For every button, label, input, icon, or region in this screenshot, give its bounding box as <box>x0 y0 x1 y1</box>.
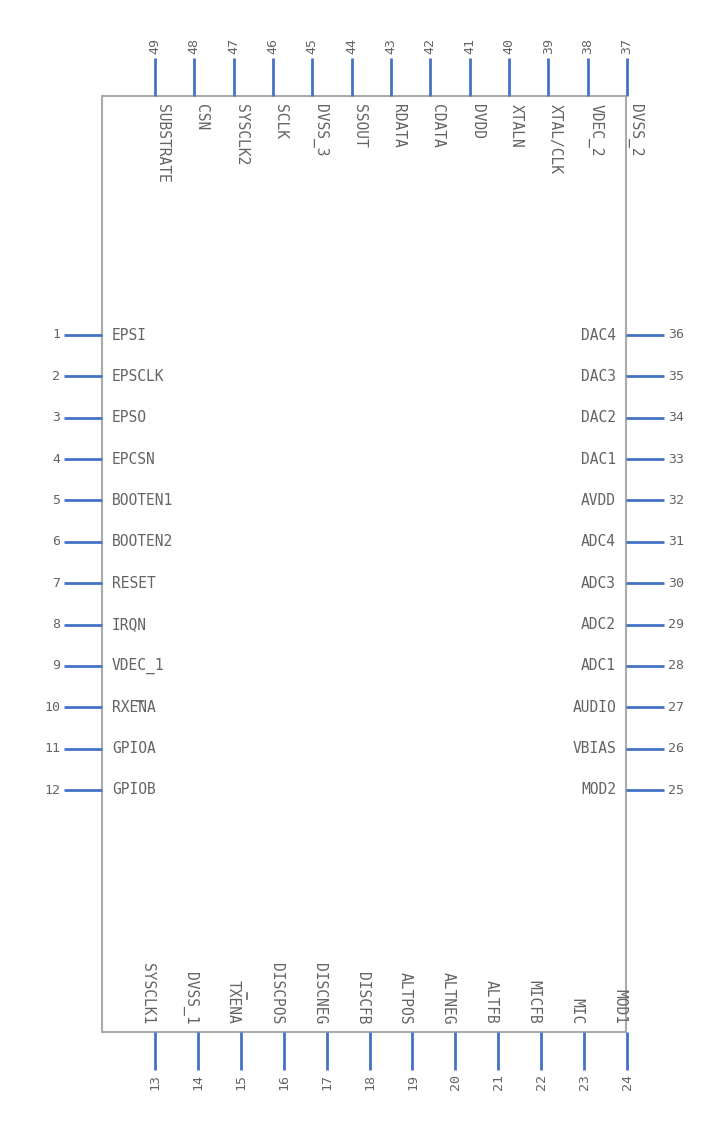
Text: MOD2: MOD2 <box>581 783 616 797</box>
Text: AVDD: AVDD <box>581 493 616 508</box>
Text: 30: 30 <box>668 576 684 590</box>
Text: MOD1: MOD1 <box>612 989 627 1024</box>
Text: 10: 10 <box>44 700 60 714</box>
Text: 25: 25 <box>668 784 684 796</box>
Text: 1: 1 <box>52 328 60 342</box>
Text: 43: 43 <box>384 38 397 54</box>
Text: 47: 47 <box>227 38 240 54</box>
Text: MIC: MIC <box>569 998 584 1024</box>
Text: 5: 5 <box>52 494 60 506</box>
Text: 44: 44 <box>345 38 358 54</box>
Text: ALTPOS: ALTPOS <box>397 971 413 1024</box>
Text: 18: 18 <box>363 1074 376 1090</box>
Text: 2: 2 <box>52 370 60 382</box>
Text: RESET: RESET <box>112 575 156 591</box>
Text: 6: 6 <box>52 536 60 548</box>
Text: 32: 32 <box>668 494 684 506</box>
Text: 13: 13 <box>149 1074 162 1090</box>
Text: 24: 24 <box>620 1074 633 1090</box>
Text: GPIOB: GPIOB <box>112 783 156 797</box>
Text: ADC3: ADC3 <box>581 575 616 591</box>
Text: EPSO: EPSO <box>112 411 147 425</box>
Text: 49: 49 <box>149 38 162 54</box>
Text: 14: 14 <box>191 1074 205 1090</box>
Text: ADC2: ADC2 <box>581 617 616 632</box>
Text: 23: 23 <box>577 1074 590 1090</box>
Text: SCLK: SCLK <box>273 104 288 139</box>
Text: EPSCLK: EPSCLK <box>112 369 165 384</box>
Text: 19: 19 <box>406 1074 419 1090</box>
Text: 26: 26 <box>668 742 684 755</box>
Text: DAC1: DAC1 <box>581 451 616 467</box>
Text: SYSCLK1: SYSCLK1 <box>140 963 155 1024</box>
Text: MICFB: MICFB <box>526 980 541 1024</box>
Text: 21: 21 <box>492 1074 505 1090</box>
Text: 41: 41 <box>463 38 476 54</box>
Text: ALTNEG: ALTNEG <box>440 971 455 1024</box>
Text: 12: 12 <box>44 784 60 796</box>
Text: 11: 11 <box>44 742 60 755</box>
Text: 40: 40 <box>502 38 515 54</box>
Text: SUBSTRATE: SUBSTRATE <box>155 104 170 183</box>
Text: 16: 16 <box>277 1074 290 1090</box>
Text: 4: 4 <box>52 452 60 466</box>
Text: 34: 34 <box>668 412 684 424</box>
Text: 27: 27 <box>668 700 684 714</box>
Text: XTALN: XTALN <box>509 104 524 148</box>
Text: DVSS_2: DVSS_2 <box>627 104 644 157</box>
Text: EPCSN: EPCSN <box>112 451 156 467</box>
Text: IRQN: IRQN <box>112 617 147 632</box>
Text: SYSCLK2: SYSCLK2 <box>234 104 249 165</box>
Text: VDEC_2: VDEC_2 <box>587 104 604 157</box>
Text: ADC4: ADC4 <box>581 535 616 549</box>
Text: DVSS_3: DVSS_3 <box>312 104 328 157</box>
Text: BOOTEN1: BOOTEN1 <box>112 493 173 508</box>
Text: 31: 31 <box>668 536 684 548</box>
Text: 22: 22 <box>534 1074 547 1090</box>
Text: XTAL/CLK: XTAL/CLK <box>548 104 563 174</box>
Text: 39: 39 <box>542 38 555 54</box>
Text: 20: 20 <box>449 1074 462 1090</box>
Text: ALTFB: ALTFB <box>483 980 498 1024</box>
Text: RXENA: RXENA <box>112 699 156 715</box>
Text: 42: 42 <box>424 38 437 54</box>
Bar <box>102 96 626 1032</box>
Text: BOOTEN2: BOOTEN2 <box>112 535 173 549</box>
Text: SSOUT: SSOUT <box>352 104 367 148</box>
Text: EPSI: EPSI <box>112 327 147 343</box>
Text: DISCNEG: DISCNEG <box>312 963 327 1024</box>
Text: 28: 28 <box>668 660 684 672</box>
Text: 3: 3 <box>52 412 60 424</box>
Text: AUDIO: AUDIO <box>572 699 616 715</box>
Text: 33: 33 <box>668 452 684 466</box>
Text: DVDD: DVDD <box>470 104 485 139</box>
Text: DISCFB: DISCFB <box>355 971 370 1024</box>
Text: 46: 46 <box>266 38 280 54</box>
Text: 37: 37 <box>620 38 633 54</box>
Text: 48: 48 <box>188 38 201 54</box>
Text: 29: 29 <box>668 618 684 631</box>
Text: 45: 45 <box>306 38 319 54</box>
Text: 7: 7 <box>52 576 60 590</box>
Text: TXENA: TXENA <box>226 980 241 1024</box>
Text: DAC3: DAC3 <box>581 369 616 384</box>
Text: 15: 15 <box>234 1074 248 1090</box>
Text: ADC1: ADC1 <box>581 659 616 673</box>
Text: 17: 17 <box>320 1074 333 1090</box>
Text: CDATA: CDATA <box>430 104 446 148</box>
Text: 9: 9 <box>52 660 60 672</box>
Text: 8: 8 <box>52 618 60 631</box>
Text: RDATA: RDATA <box>391 104 406 148</box>
Text: DAC2: DAC2 <box>581 411 616 425</box>
Text: DISCPOS: DISCPOS <box>269 963 284 1024</box>
Text: DAC4: DAC4 <box>581 327 616 343</box>
Text: 38: 38 <box>581 38 594 54</box>
Text: DVSS_1: DVSS_1 <box>182 971 198 1024</box>
Text: VBIAS: VBIAS <box>572 741 616 756</box>
Text: GPIOA: GPIOA <box>112 741 156 756</box>
Text: CSN: CSN <box>194 104 210 130</box>
Text: 35: 35 <box>668 370 684 382</box>
Text: 36: 36 <box>668 328 684 342</box>
Text: VDEC_1: VDEC_1 <box>112 658 165 675</box>
